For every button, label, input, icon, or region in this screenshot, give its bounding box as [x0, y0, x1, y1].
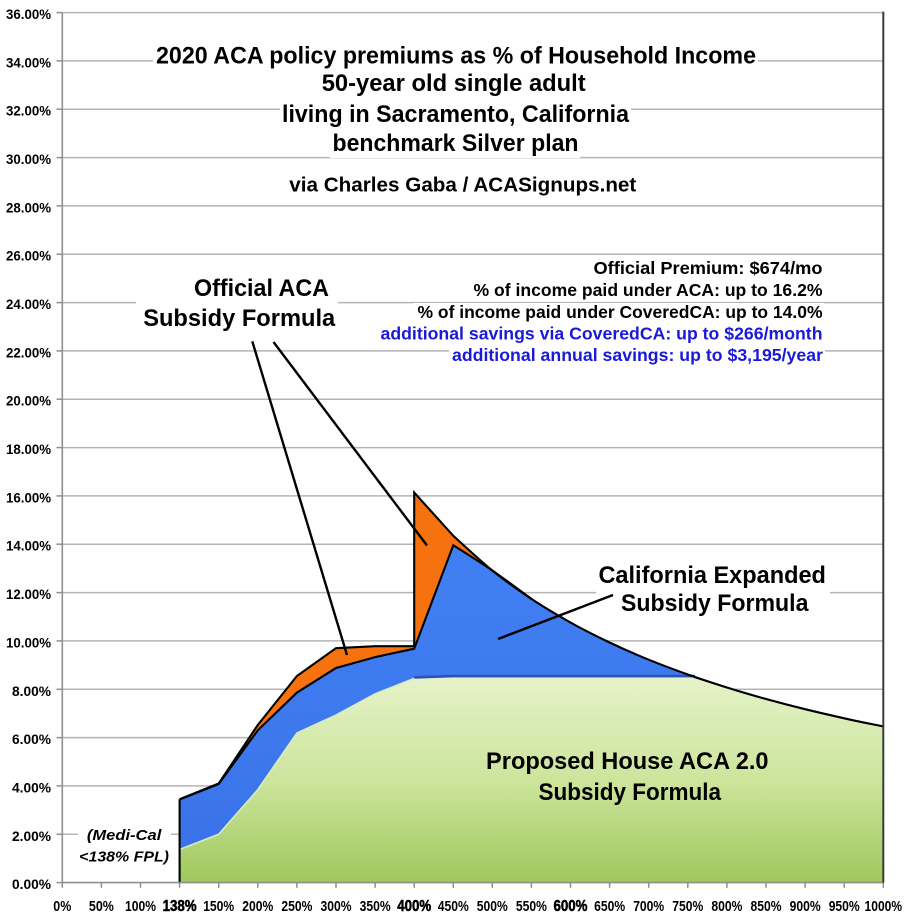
- svg-text:Proposed House ACA 2.0: Proposed House ACA 2.0: [486, 748, 769, 775]
- svg-text:0.00%: 0.00%: [12, 876, 52, 892]
- svg-text:Subsidy Formula: Subsidy Formula: [539, 779, 722, 806]
- svg-text:% of income paid under ACA: up: % of income paid under ACA: up to 16.2%: [474, 280, 823, 300]
- svg-text:8.00%: 8.00%: [12, 683, 52, 699]
- svg-text:Official ACA: Official ACA: [194, 275, 329, 302]
- svg-text:24.00%: 24.00%: [6, 296, 52, 312]
- svg-text:450%: 450%: [438, 899, 469, 915]
- svg-text:850%: 850%: [751, 899, 782, 915]
- svg-text:900%: 900%: [790, 899, 821, 915]
- svg-text:100%: 100%: [125, 899, 156, 915]
- svg-text:22.00%: 22.00%: [6, 344, 52, 360]
- svg-text:% of income paid under Covered: % of income paid under CoveredCA: up to …: [418, 302, 823, 322]
- svg-text:16.00%: 16.00%: [6, 489, 52, 505]
- svg-text:800%: 800%: [711, 899, 742, 915]
- svg-text:<138% FPL): <138% FPL): [79, 849, 169, 866]
- svg-text:via Charles Gaba / ACASignups.: via Charles Gaba / ACASignups.net: [289, 174, 636, 197]
- svg-text:20.00%: 20.00%: [6, 393, 52, 409]
- svg-text:550%: 550%: [516, 899, 547, 915]
- svg-text:36.00%: 36.00%: [6, 6, 52, 22]
- svg-text:250%: 250%: [281, 899, 312, 915]
- svg-text:Official Premium: $674/mo: Official Premium: $674/mo: [594, 258, 823, 278]
- svg-text:0%: 0%: [53, 899, 71, 915]
- svg-text:additional annual savings: up: additional annual savings: up to $3,195/…: [452, 345, 823, 365]
- svg-text:34.00%: 34.00%: [6, 54, 52, 70]
- svg-text:14.00%: 14.00%: [6, 538, 52, 554]
- svg-text:26.00%: 26.00%: [6, 248, 52, 264]
- svg-text:32.00%: 32.00%: [6, 103, 52, 119]
- svg-text:Subsidy Formula: Subsidy Formula: [143, 305, 336, 332]
- svg-text:950%: 950%: [829, 899, 860, 915]
- svg-text:2020 ACA policy premiums as %: 2020 ACA policy premiums as % of Househo…: [156, 43, 756, 70]
- svg-text:750%: 750%: [672, 899, 703, 915]
- svg-text:30.00%: 30.00%: [6, 151, 52, 167]
- svg-text:28.00%: 28.00%: [6, 199, 52, 215]
- svg-text:additional savings via Covered: additional savings via CoveredCA: up to …: [381, 324, 823, 344]
- svg-text:(Medi-Cal: (Medi-Cal: [87, 827, 162, 844]
- svg-text:500%: 500%: [477, 899, 508, 915]
- svg-text:6.00%: 6.00%: [12, 731, 52, 747]
- svg-text:10.00%: 10.00%: [6, 634, 52, 650]
- svg-text:1000%: 1000%: [865, 899, 903, 915]
- svg-text:18.00%: 18.00%: [6, 441, 52, 457]
- svg-text:400%: 400%: [397, 898, 431, 915]
- svg-text:California Expanded: California Expanded: [598, 562, 826, 589]
- svg-text:50-year old single adult: 50-year old single adult: [322, 70, 586, 97]
- svg-text:600%: 600%: [554, 898, 588, 915]
- svg-text:650%: 650%: [594, 899, 625, 915]
- svg-text:12.00%: 12.00%: [6, 586, 52, 602]
- svg-text:2.00%: 2.00%: [12, 828, 52, 844]
- svg-text:700%: 700%: [633, 899, 664, 915]
- svg-text:138%: 138%: [163, 898, 197, 915]
- svg-text:150%: 150%: [203, 899, 234, 915]
- svg-text:300%: 300%: [321, 899, 352, 915]
- svg-text:50%: 50%: [89, 899, 114, 915]
- svg-text:living in Sacramento, Californ: living in Sacramento, California: [282, 101, 629, 128]
- svg-text:4.00%: 4.00%: [12, 779, 52, 795]
- svg-text:benchmark Silver plan: benchmark Silver plan: [333, 130, 579, 157]
- svg-text:200%: 200%: [242, 899, 273, 915]
- svg-text:350%: 350%: [360, 899, 391, 915]
- svg-text:Subsidy Formula: Subsidy Formula: [621, 590, 809, 617]
